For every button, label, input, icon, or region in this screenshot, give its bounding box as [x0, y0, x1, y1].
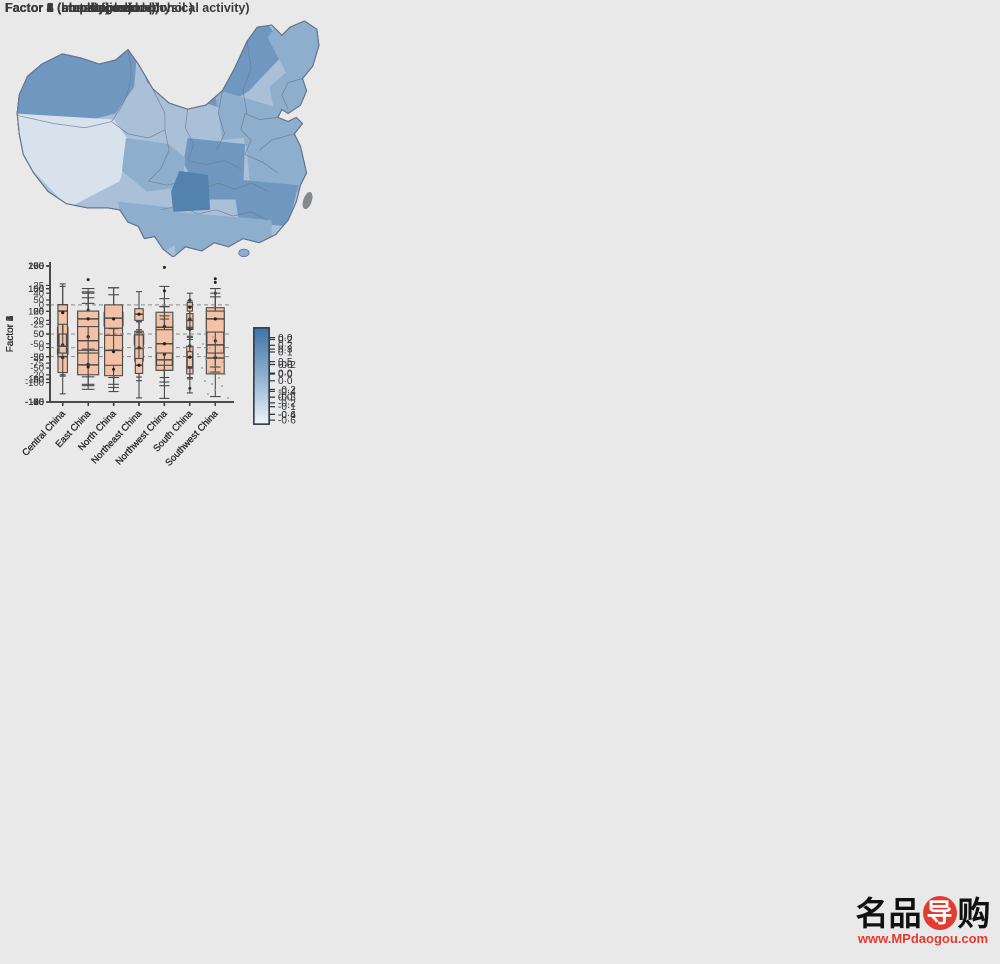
islands-specks [195, 328, 235, 406]
svg-text:Factor 6: Factor 6 [5, 315, 16, 352]
svg-text:Factor 1: Factor 1 [5, 315, 16, 352]
svg-text:-50: -50 [30, 375, 44, 386]
svg-text:-0·6: -0·6 [278, 410, 296, 421]
svg-text:25: 25 [33, 281, 44, 292]
region-boxplot: 200 150 100 50 0 -50 -100 Factor 4 Central China… [2, 256, 239, 478]
svg-text:Factor 2: Factor 2 [5, 315, 16, 352]
svg-text:50: 50 [33, 284, 44, 295]
svg-text:-40: -40 [30, 397, 44, 408]
china-map-svg [16, 20, 320, 257]
watermark-url: www.MPdaogou.com [857, 931, 989, 946]
svg-text:0·0: 0·0 [278, 369, 293, 380]
svg-text:20: 20 [33, 316, 44, 327]
svg-text:-0·2: -0·2 [278, 398, 296, 409]
svg-text:-0·4: -0·4 [278, 387, 296, 398]
svg-text:0·0: 0·0 [278, 333, 293, 344]
panel-title: Factor 5 (smoking and alcohol ) [5, 1, 194, 15]
svg-text:0·0: 0·0 [278, 393, 293, 404]
svg-text:100: 100 [28, 307, 44, 318]
svg-text:-20: -20 [30, 370, 44, 381]
svg-text:-0·3: -0·3 [278, 393, 296, 404]
svg-text:0: 0 [39, 343, 44, 354]
colorbar-svg: 0·0-0·2-0·4-0·6 [253, 327, 296, 425]
panel-factor-6: Factor 6 (metabolic and physical activit… [0, 0, 333, 482]
panel-title: Factor 1 (obesity) [5, 1, 110, 15]
svg-text:50: 50 [33, 329, 44, 340]
panel-title: Factor 4 (non-staple food) [5, 1, 160, 15]
taiwan-island [302, 192, 313, 209]
svg-text:Factor 3: Factor 3 [5, 315, 16, 352]
svg-text:-0·4: -0·4 [278, 410, 296, 421]
svg-text:-100: -100 [25, 378, 44, 389]
svg-text:0·5: 0·5 [278, 357, 293, 368]
svg-text:-50: -50 [30, 375, 44, 386]
svg-text:Factor 5: Factor 5 [5, 315, 16, 352]
svg-text:0: 0 [39, 352, 44, 363]
svg-text:75: 75 [33, 261, 44, 272]
svg-text:0·0: 0·0 [278, 376, 293, 387]
svg-text:-75: -75 [30, 358, 44, 369]
watermark-brand-circle-icon: 导 [922, 896, 957, 930]
panel-title: Factor 2 (blood pressure) [5, 1, 156, 15]
svg-text:-100: -100 [25, 397, 44, 408]
svg-text:60: 60 [33, 261, 44, 272]
watermark-brand-left: 名品 [855, 894, 922, 932]
svg-text:0·3: 0·3 [278, 345, 293, 356]
svg-text:-0·2: -0·2 [278, 360, 296, 371]
svg-text:-50: -50 [30, 339, 44, 350]
svg-text:-25: -25 [30, 319, 44, 330]
panel-title: Factor 6 (metabolic and physical activit… [5, 1, 250, 15]
svg-text:-125: -125 [25, 397, 44, 408]
region-boxplot: 60 40 20 0 -20 -40 Factor 5 Central China East C… [2, 256, 239, 478]
svg-text:Factor 4: Factor 4 [5, 315, 16, 352]
svg-text:100: 100 [28, 284, 44, 295]
svg-text:0: 0 [39, 329, 44, 340]
svg-text:50: 50 [33, 295, 44, 306]
svg-text:-0·1: -0·1 [278, 402, 296, 413]
svg-text:150: 150 [28, 261, 44, 272]
islands-svg [197, 329, 229, 399]
svg-text:0·0: 0·0 [278, 369, 293, 380]
svg-text:-50: -50 [30, 352, 44, 363]
hainan-island [238, 248, 250, 257]
panel-title: Factor 3 (staple food) [5, 1, 133, 15]
svg-text:0·2: 0·2 [278, 335, 293, 346]
watermark: 名品导购 www.MPdaogou.com [848, 896, 998, 946]
svg-text:0: 0 [39, 329, 44, 340]
svg-text:-150: -150 [25, 397, 44, 408]
colorbar-legend: 0·0 -0·2 -0·4 -0·6 [239, 322, 319, 434]
svg-text:-0·6: -0·6 [278, 416, 296, 427]
svg-text:50: 50 [33, 261, 44, 272]
svg-text:40: 40 [33, 288, 44, 299]
watermark-brand-right: 购 [957, 894, 991, 932]
svg-text:25: 25 [33, 307, 44, 318]
svg-text:150: 150 [28, 284, 44, 295]
svg-text:-100: -100 [25, 375, 44, 386]
svg-text:-75: -75 [30, 397, 44, 408]
svg-text:0: 0 [39, 329, 44, 340]
china-choropleth-map [2, 19, 332, 257]
svg-text:200: 200 [28, 261, 44, 272]
svg-text:0·2: 0·2 [278, 341, 293, 352]
svg-text:100: 100 [28, 261, 44, 272]
svg-text:0·0: 0·0 [278, 360, 293, 371]
svg-text:0: 0 [39, 300, 44, 311]
svg-text:50: 50 [33, 307, 44, 318]
svg-text:0·1: 0·1 [278, 347, 293, 358]
svg-text:-100: -100 [25, 397, 44, 408]
svg-text:-25: -25 [30, 352, 44, 363]
region-boxplot: 50 25 0 -25 -50 -75 -100 -125 Factor 6 Central Ch… [2, 256, 239, 478]
svg-text:-50: -50 [30, 363, 44, 374]
svg-text:-0·2: -0·2 [278, 385, 296, 396]
